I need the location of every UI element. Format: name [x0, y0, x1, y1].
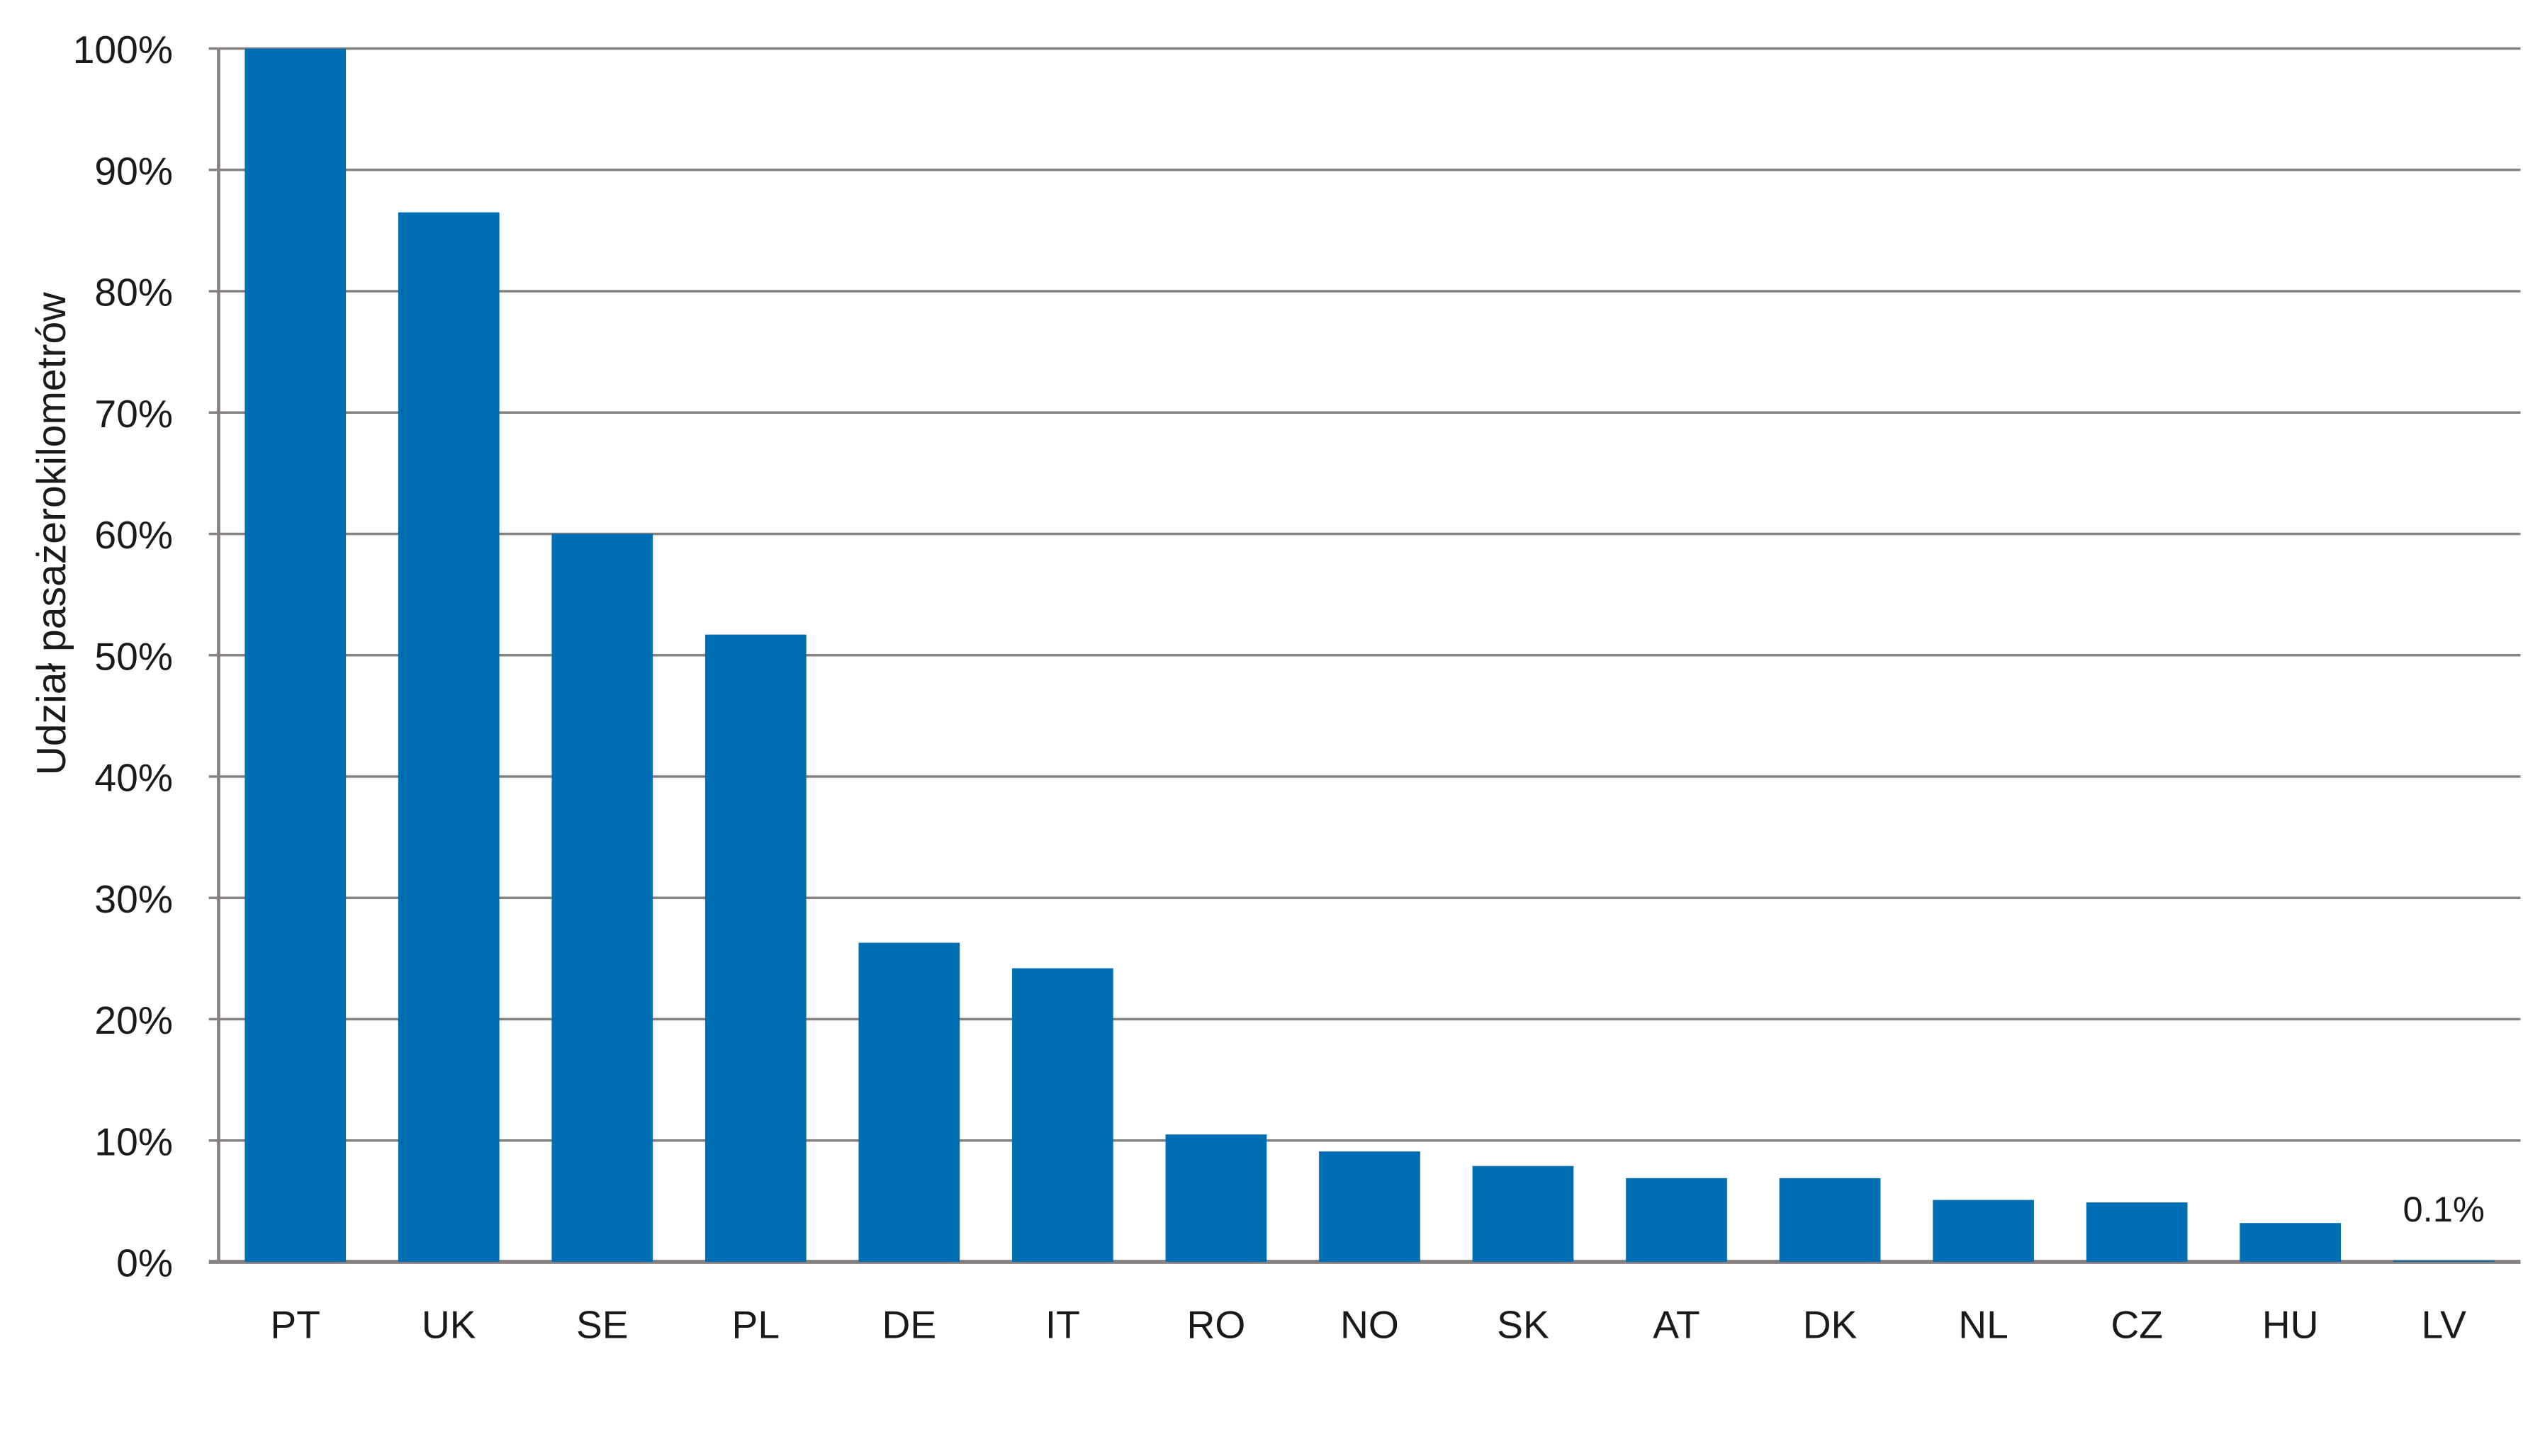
bar-CZ: [2086, 1202, 2188, 1262]
bar-NL: [1933, 1200, 2034, 1262]
bar-LV: [2393, 1260, 2495, 1262]
bar-AT: [1626, 1178, 1727, 1262]
y-tick-label: 50%: [94, 635, 173, 679]
bar-NO: [1319, 1151, 1420, 1262]
y-tick-label: 20%: [94, 998, 173, 1042]
data-label: 0.1%: [2403, 1189, 2485, 1229]
bar-DK: [1779, 1178, 1881, 1262]
x-tick-label: DE: [882, 1303, 936, 1347]
bar-SK: [1472, 1166, 1574, 1262]
y-axis-label: Udział pasażerokilometrów: [29, 292, 74, 775]
bar-RO: [1165, 1134, 1267, 1262]
bar-HU: [2240, 1223, 2342, 1262]
x-tick-label: SE: [576, 1303, 629, 1347]
bar-UK: [398, 212, 500, 1262]
x-tick-label: SK: [1497, 1303, 1549, 1347]
y-tick-label: 0%: [116, 1241, 173, 1285]
y-tick-label: 40%: [94, 756, 173, 800]
x-tick-label: DK: [1803, 1303, 1858, 1347]
bar-IT: [1012, 968, 1113, 1262]
y-tick-label: 90%: [94, 149, 173, 193]
x-tick-label: RO: [1186, 1303, 1245, 1347]
y-tick-label: 80%: [94, 271, 173, 315]
y-tick-label: 30%: [94, 877, 173, 921]
x-tick-label: NO: [1340, 1303, 1399, 1347]
x-tick-label: PL: [732, 1303, 780, 1347]
y-tick-label: 100%: [73, 28, 173, 72]
x-tick-label: AT: [1653, 1303, 1700, 1347]
bar-PL: [704, 634, 807, 1262]
bar-DE: [858, 942, 960, 1262]
x-tick-label: PT: [270, 1303, 320, 1347]
y-tick-label: 70%: [94, 392, 173, 436]
x-tick-label: LV: [2421, 1303, 2466, 1347]
bar-PT: [245, 48, 347, 1262]
x-tick-label: HU: [2262, 1303, 2319, 1347]
x-tick-label: NL: [1958, 1303, 2009, 1347]
y-tick-label: 10%: [94, 1120, 173, 1164]
y-tick-label: 60%: [94, 513, 173, 557]
x-tick-label: UK: [422, 1303, 476, 1347]
bar-SE: [551, 534, 653, 1262]
x-tick-label: CZ: [2111, 1303, 2163, 1347]
x-tick-label: IT: [1045, 1303, 1080, 1347]
